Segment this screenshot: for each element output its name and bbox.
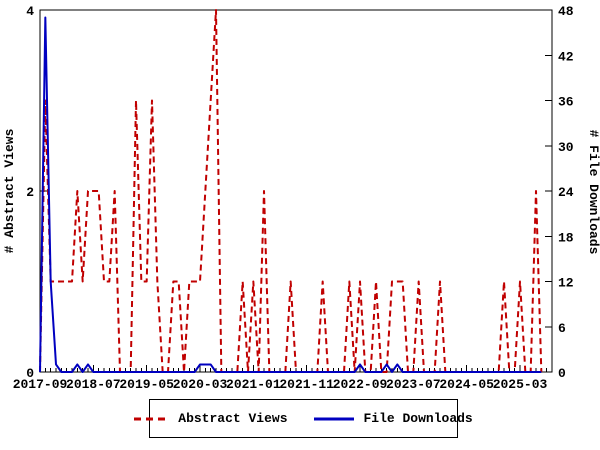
y-right-tick-label: 6 — [558, 321, 566, 336]
x-tick-label: 2019-05 — [119, 377, 174, 392]
y-left-tick-label: 4 — [26, 4, 34, 19]
x-tick-label: 2017-09 — [13, 377, 68, 392]
x-tick-label: 2025-03 — [493, 377, 548, 392]
y-axis-label-right: # File Downloads — [586, 130, 600, 255]
file-downloads-line — [39, 16, 542, 373]
legend-label-file-downloads: File Downloads — [363, 411, 473, 426]
plot-frame — [39, 9, 553, 373]
legend: Abstract Views File Downloads — [134, 399, 473, 438]
y-right-tick-label: 0 — [558, 366, 566, 381]
x-tick-label: 2020-03 — [173, 377, 228, 392]
y-axis-label-left: # Abstract Views — [2, 128, 17, 253]
legend-item-file-downloads: File Downloads — [313, 411, 473, 426]
y-left-tick-label: 2 — [26, 185, 34, 200]
legend-label-abstract-views: Abstract Views — [178, 411, 288, 426]
plot-canvas: 2017-092018-072019-052020-032021-012021-… — [2, 4, 600, 392]
x-tick-label: 2023-07 — [386, 377, 441, 392]
y-left-tick-label: 0 — [26, 366, 34, 381]
abstract-views-line — [39, 9, 543, 373]
y-right-tick-label: 24 — [558, 185, 574, 200]
y-right-tick-label: 48 — [558, 4, 574, 19]
y-right-tick-label: 42 — [558, 49, 574, 64]
y-right-tick-label: 30 — [558, 140, 574, 155]
x-tick-label: 2021-01 — [226, 377, 281, 392]
x-tick-label: 2018-07 — [66, 377, 121, 392]
abstract-views-line-sample — [134, 417, 169, 420]
y-right-tick-label: 18 — [558, 230, 574, 245]
x-tick-label: 2021-11 — [279, 377, 334, 392]
x-tick-label: 2022-09 — [333, 377, 388, 392]
x-tick-label: 2024-05 — [439, 377, 494, 392]
y-right-tick-label: 12 — [558, 276, 574, 291]
legend-item-abstract-views: Abstract Views — [134, 411, 288, 426]
file-downloads-line-sample — [313, 417, 354, 420]
y-right-tick-label: 36 — [558, 95, 574, 110]
